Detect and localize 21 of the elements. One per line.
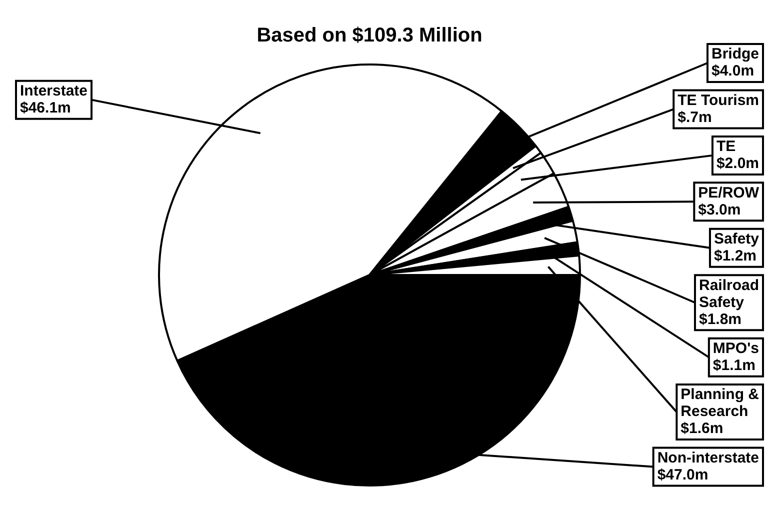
slice-label: Safety (714, 230, 760, 248)
slice-label: PE/ROW (698, 184, 760, 202)
data-label: $46.1m (20, 99, 71, 116)
chart-title: Based on $109.3 Million (256, 24, 482, 47)
data-label: $1.6m (680, 420, 724, 438)
slice-label: TE Tourism (678, 92, 760, 109)
data-label: $3.0m (698, 201, 741, 218)
slice-label: MPO's (712, 340, 759, 357)
data-label: $47.0m (657, 466, 708, 484)
data-label: $4.0m (711, 62, 754, 80)
data-label: $1.1m (712, 356, 756, 374)
slice-label: TE (716, 138, 736, 156)
slice-label: Bridge (711, 46, 760, 63)
data-label: $.7m (678, 108, 712, 126)
data-label: $1.2m (714, 248, 757, 265)
data-label: $1.8m (698, 310, 742, 328)
slice-label: Interstate (20, 82, 88, 100)
slice-label: Railroad Safety (698, 276, 759, 311)
slice-label: Planning & Research (680, 386, 760, 420)
slice-label: Non-interstate (657, 449, 760, 466)
data-label: $2.0m (716, 155, 760, 172)
